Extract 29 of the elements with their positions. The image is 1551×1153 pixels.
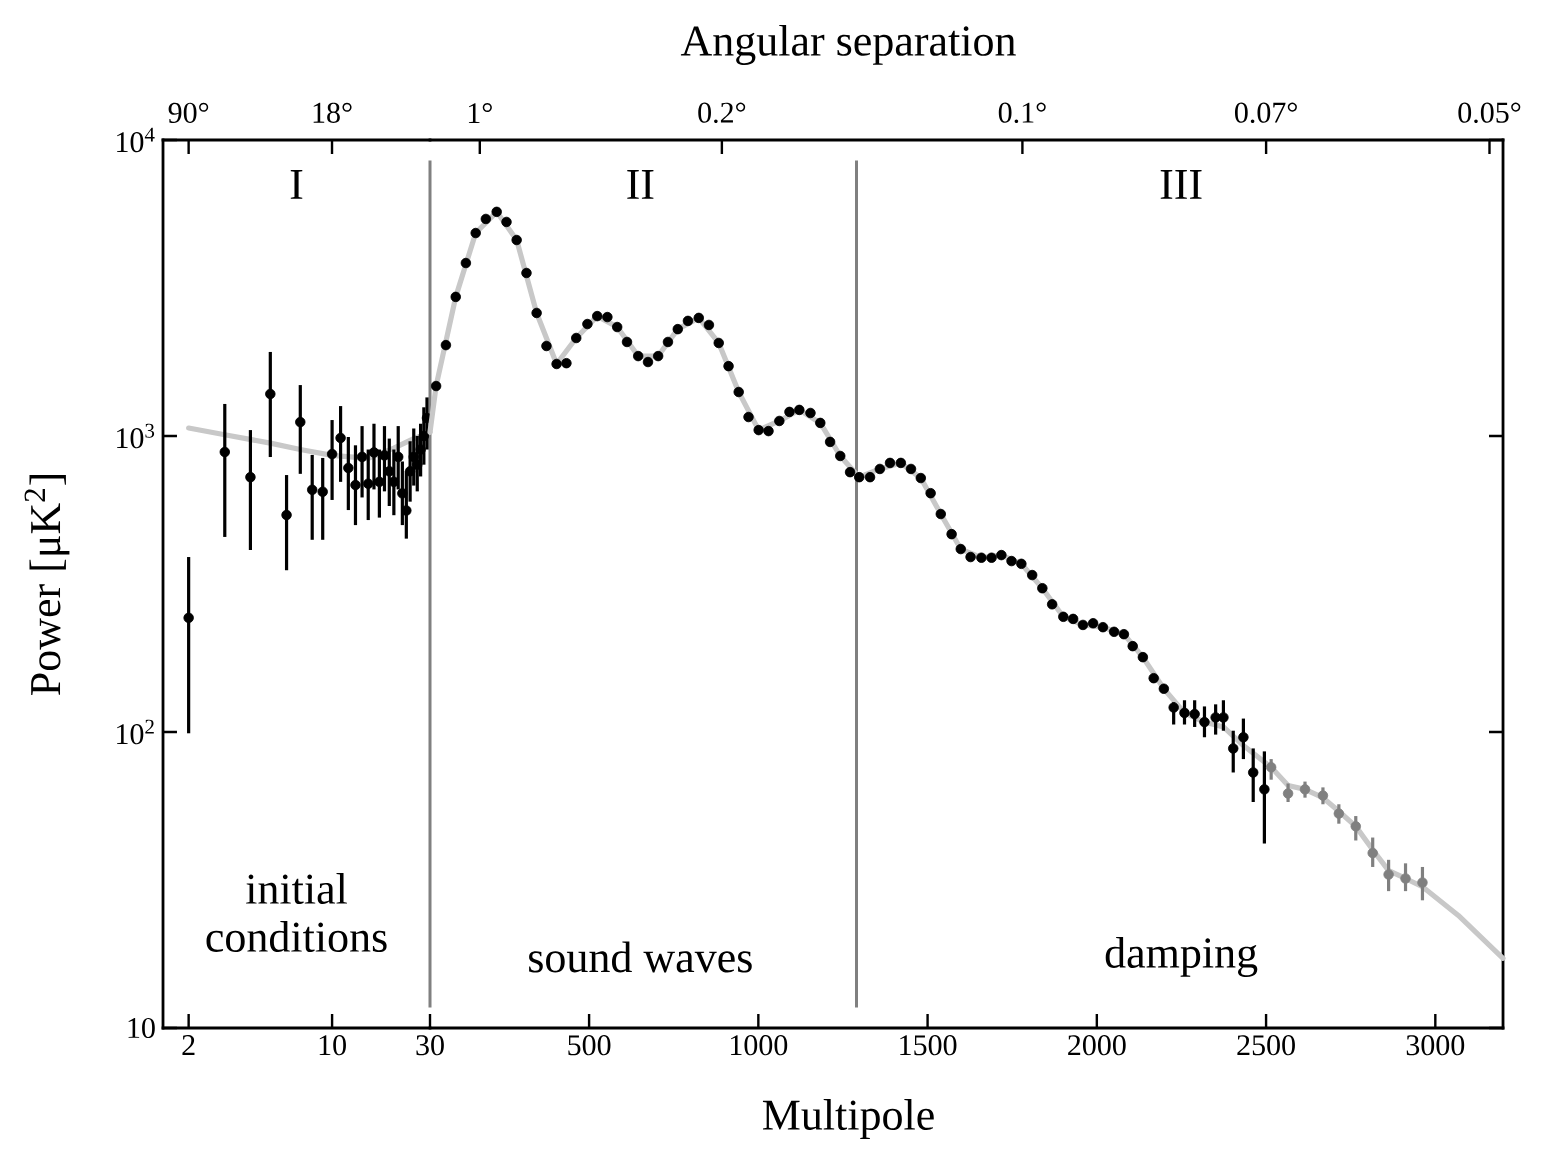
y-tick-label: 10$^{2}$: [117, 719, 154, 745]
x-tick-label: 1000: [730, 1035, 788, 1056]
text: 0.1°: [998, 102, 1046, 123]
x-tick-label: 500: [568, 1035, 611, 1056]
x-tick-label: 2: [182, 1035, 195, 1055]
text: 18°: [313, 102, 352, 123]
text: 0.2°: [698, 102, 746, 123]
x-axis-title: Multipole: [762, 1099, 934, 1139]
annotation: sound waves: [529, 941, 752, 973]
y-axis-title: Power [μK$^{2}$]: [24, 475, 70, 695]
annotation: I: [290, 169, 303, 199]
x-tick-label: 30: [416, 1035, 444, 1056]
x-tick-label: 2000: [1068, 1035, 1126, 1056]
annotation: III: [1160, 169, 1202, 199]
annotation: II: [627, 169, 654, 199]
x-tick-label: 3000: [1406, 1035, 1465, 1056]
text: 0.07°: [1234, 102, 1297, 123]
x-tick-label: 10: [319, 1035, 346, 1056]
x-tick-label: 1500: [900, 1035, 957, 1056]
y-tick-label: 10$^{4}$: [117, 127, 155, 153]
y-tick-label: 10: [128, 1017, 155, 1039]
annotation: damping: [1105, 936, 1258, 977]
x2-axis-title: Angular separation: [680, 24, 1016, 65]
x-tick-label: 2500: [1237, 1035, 1295, 1056]
y-tick-label: 10$^{3}$: [117, 423, 155, 449]
annotation: initial conditions: [206, 873, 387, 953]
text: 1°: [468, 102, 492, 123]
text: 90°: [168, 102, 209, 123]
text: 0.05°: [1458, 102, 1521, 123]
